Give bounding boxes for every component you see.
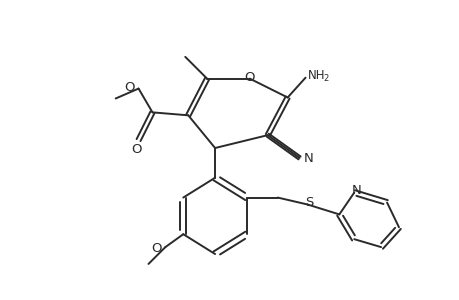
Text: O: O <box>151 242 162 255</box>
Text: S: S <box>305 196 313 209</box>
Text: O: O <box>131 142 141 155</box>
Text: N: N <box>303 152 313 165</box>
Text: N: N <box>351 184 360 197</box>
Text: O: O <box>124 81 134 94</box>
Text: 2: 2 <box>323 74 328 83</box>
Text: O: O <box>244 71 255 84</box>
Text: NH: NH <box>307 69 325 82</box>
